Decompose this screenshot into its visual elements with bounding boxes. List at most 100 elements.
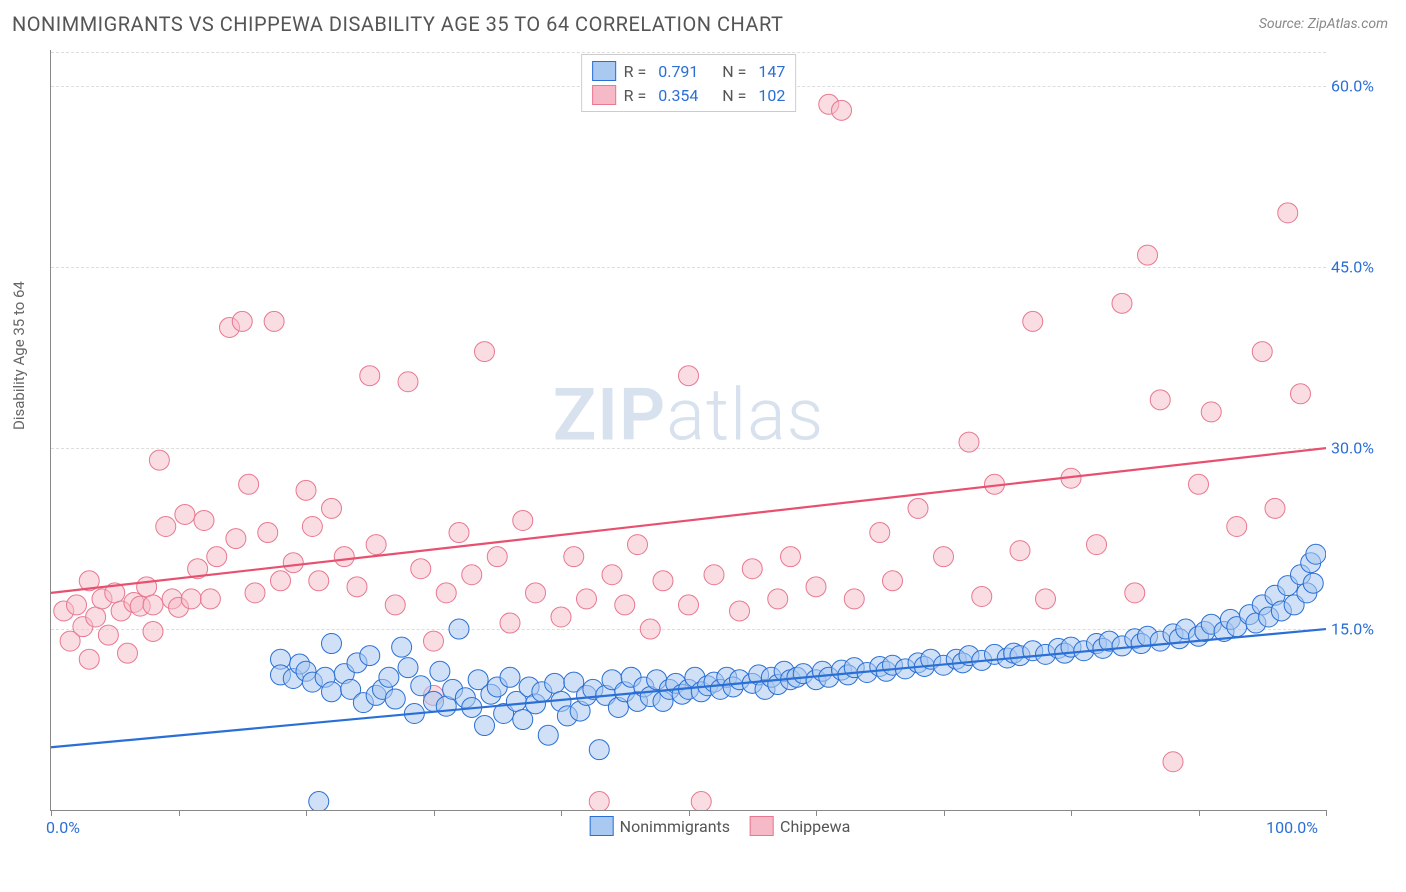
scatter-point <box>1087 535 1107 555</box>
x-axis-start-label: 0.0% <box>46 818 80 837</box>
scatter-point <box>870 523 890 543</box>
correlation-legend: R = 0.791 N = 147R = 0.354 N = 102 <box>581 54 797 112</box>
scatter-point <box>602 565 622 585</box>
scatter-point <box>309 571 329 591</box>
scatter-point <box>200 589 220 609</box>
n-label: N = <box>718 62 746 81</box>
scatter-point <box>143 595 163 615</box>
x-tick-mark <box>1326 810 1327 816</box>
series-legend: Nonimmigrants Chippewa <box>590 816 851 836</box>
legend-item: Nonimmigrants <box>590 816 730 836</box>
scatter-point <box>691 792 711 810</box>
scatter-point <box>1125 583 1145 603</box>
chart-area: Disability Age 35 to 64 ZIPatlas 15.0%30… <box>50 50 1390 830</box>
scatter-point <box>1306 544 1326 564</box>
scatter-point <box>704 565 724 585</box>
scatter-point <box>449 619 469 639</box>
scatter-point <box>436 583 456 603</box>
scatter-point <box>239 474 259 494</box>
scatter-point <box>462 565 482 585</box>
scatter-point <box>424 631 444 651</box>
scatter-point <box>513 510 533 530</box>
scatter-point <box>832 100 852 120</box>
scatter-point <box>385 689 405 709</box>
scatter-point <box>156 517 176 537</box>
scatter-point <box>296 480 316 500</box>
scatter-point <box>411 559 431 579</box>
scatter-point <box>1189 474 1209 494</box>
trend-line <box>51 448 1326 593</box>
scatter-point <box>207 547 227 567</box>
scatter-point <box>959 432 979 452</box>
scatter-point <box>1303 573 1323 593</box>
scatter-point <box>322 682 342 702</box>
y-tick-label: 45.0% <box>1331 258 1374 277</box>
scatter-point <box>98 625 118 645</box>
scatter-point <box>475 716 495 736</box>
scatter-point <box>589 740 609 760</box>
scatter-point <box>322 634 342 654</box>
scatter-point <box>322 498 342 518</box>
scatter-point <box>781 547 801 567</box>
scatter-point <box>730 601 750 621</box>
scatter-point <box>908 498 928 518</box>
scatter-point <box>679 595 699 615</box>
scatter-point <box>653 571 673 591</box>
legend-row: R = 0.791 N = 147 <box>592 59 786 83</box>
legend-swatch <box>750 816 774 836</box>
scatter-point <box>1201 402 1221 422</box>
scatter-point <box>934 547 954 567</box>
legend-row: R = 0.354 N = 102 <box>592 83 786 107</box>
r-value: 0.354 <box>654 86 710 105</box>
chart-source: Source: ZipAtlas.com <box>1259 16 1388 32</box>
scatter-point <box>1278 203 1298 223</box>
y-tick-label: 60.0% <box>1331 77 1374 96</box>
scatter-point <box>1138 245 1158 265</box>
legend-swatch <box>592 61 616 81</box>
scatter-point <box>972 586 992 606</box>
scatter-point <box>640 619 660 639</box>
legend-label: Nonimmigrants <box>620 817 730 836</box>
x-tick-mark <box>51 810 52 816</box>
x-tick-mark <box>1199 810 1200 816</box>
n-value: 102 <box>754 86 785 105</box>
scatter-point <box>1023 311 1043 331</box>
legend-item: Chippewa <box>750 816 850 836</box>
scatter-point <box>137 577 157 597</box>
scatter-point <box>475 342 495 362</box>
scatter-point <box>347 577 367 597</box>
scatter-point <box>545 673 565 693</box>
scatter-point <box>564 547 584 567</box>
scatter-point <box>577 589 597 609</box>
scatter-point <box>360 366 380 386</box>
scatter-plot <box>51 50 1326 810</box>
x-tick-mark <box>179 810 180 816</box>
scatter-point <box>742 559 762 579</box>
x-tick-mark <box>944 810 945 816</box>
y-tick-label: 30.0% <box>1331 439 1374 458</box>
scatter-point <box>67 595 87 615</box>
scatter-point <box>500 667 520 687</box>
legend-swatch <box>592 85 616 105</box>
chart-header: NONIMMIGRANTS VS CHIPPEWA DISABILITY AGE… <box>0 0 1406 44</box>
scatter-point <box>679 366 699 386</box>
scatter-point <box>392 637 412 657</box>
scatter-point <box>1010 541 1030 561</box>
scatter-point <box>430 661 450 681</box>
scatter-point <box>1036 589 1056 609</box>
scatter-point <box>379 667 399 687</box>
scatter-point <box>258 523 278 543</box>
scatter-point <box>398 372 418 392</box>
scatter-point <box>245 583 265 603</box>
scatter-point <box>302 517 322 537</box>
scatter-point <box>1227 517 1247 537</box>
scatter-point <box>538 725 558 745</box>
scatter-point <box>181 589 201 609</box>
x-tick-mark <box>1071 810 1072 816</box>
scatter-point <box>360 646 380 666</box>
scatter-point <box>271 571 291 591</box>
scatter-point <box>194 510 214 530</box>
scatter-point <box>1291 384 1311 404</box>
scatter-point <box>334 547 354 567</box>
y-tick-label: 15.0% <box>1331 620 1374 639</box>
